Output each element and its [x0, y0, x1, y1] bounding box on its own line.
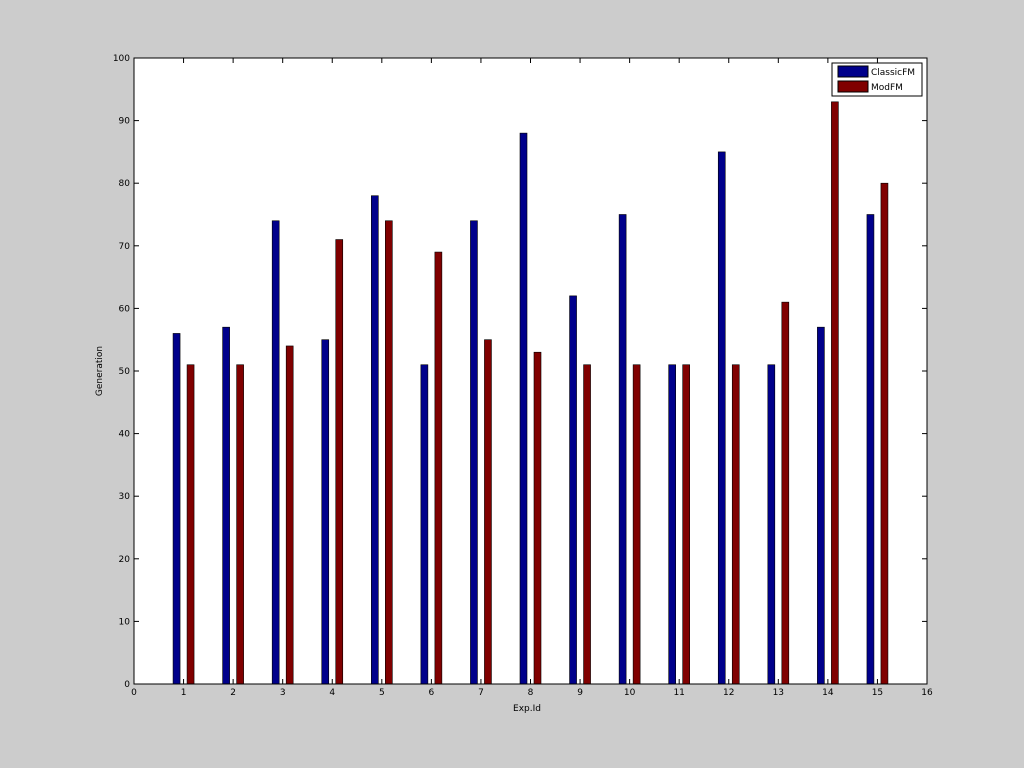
y-tick-label: 20	[119, 555, 131, 565]
bar-modfm-14	[831, 101, 839, 685]
y-tick-label: 60	[119, 304, 131, 314]
bar-classicfm-9	[569, 295, 577, 685]
bar-modfm-13	[781, 301, 790, 685]
y-axis-label: Generation	[95, 346, 105, 396]
y-tick-label: 10	[119, 617, 131, 627]
x-tick-label: 7	[478, 688, 484, 698]
bar-modfm-4	[335, 239, 344, 685]
bar-classicfm-12	[717, 151, 726, 685]
bar-classicfm-7	[470, 220, 478, 685]
y-tick-label: 40	[119, 430, 131, 440]
x-tick-labels: 0 1 2 3 4 5 6 7 8 9 10 11 12 13 14 15 16	[131, 688, 933, 698]
legend-label-modfm: ModFM	[871, 83, 903, 93]
bar-classicfm-15	[866, 214, 875, 685]
y-tick-labels: 0 10 20 30 40 50 60 70 80 90 100	[113, 54, 130, 690]
bar-classicfm-10	[618, 214, 627, 685]
plot-frame	[133, 57, 928, 685]
bar-modfm-2	[236, 364, 244, 685]
x-tick-label: 11	[673, 688, 684, 698]
x-tick-label: 3	[280, 688, 286, 698]
x-axis-label: Exp.Id	[513, 704, 541, 714]
y-tick-label: 70	[119, 242, 131, 252]
x-tick-label: 1	[181, 688, 187, 698]
bar-classicfm-11	[668, 364, 676, 685]
legend-swatch-modfm	[837, 80, 869, 93]
y-tick-label: 0	[124, 680, 130, 690]
y-tick-label: 80	[119, 179, 131, 189]
x-tick-label: 0	[131, 688, 137, 698]
y-tick-label: 30	[119, 492, 131, 502]
bar-classicfm-1	[172, 333, 181, 685]
x-tick-label: 4	[329, 688, 335, 698]
bar-modfm-10	[632, 364, 641, 685]
bar-classicfm-2	[222, 326, 230, 685]
x-tick-label: 8	[528, 688, 534, 698]
x-tick-label: 9	[577, 688, 583, 698]
bar-modfm-5	[385, 220, 393, 685]
x-tick-label: 5	[379, 688, 385, 698]
bar-modfm-7	[484, 339, 492, 685]
x-tick-label: 13	[773, 688, 784, 698]
x-tick-label: 15	[872, 688, 883, 698]
bar-classicfm-13	[767, 364, 776, 685]
bars	[172, 101, 889, 685]
bar-classicfm-14	[817, 326, 825, 685]
legend-label-classicfm: ClassicFM	[871, 68, 915, 78]
bar-modfm-3	[285, 345, 294, 685]
bar-classicfm-6	[420, 364, 429, 685]
y-tick-label: 50	[119, 367, 131, 377]
legend-swatch-classicfm	[837, 65, 869, 78]
bar-modfm-6	[434, 251, 443, 685]
bar-modfm-15	[880, 182, 889, 685]
bar-classicfm-3	[271, 220, 280, 685]
plot-area	[134, 58, 927, 684]
x-tick-label: 14	[822, 688, 834, 698]
x-tick-label: 10	[624, 688, 636, 698]
y-tick-label: 100	[113, 54, 130, 64]
bar-modfm-12	[731, 364, 740, 685]
bar-classicfm-4	[321, 339, 330, 685]
legend: ClassicFM ModFM	[831, 62, 923, 97]
bar-classicfm-8	[519, 132, 528, 685]
bar-modfm-9	[583, 364, 591, 685]
x-tick-label: 6	[429, 688, 435, 698]
bar-modfm-11	[682, 364, 690, 685]
x-tick-label: 12	[723, 688, 734, 698]
x-tick-label: 2	[230, 688, 236, 698]
bar-modfm-1	[186, 364, 195, 685]
x-tick-label: 16	[921, 688, 933, 698]
bar-classicfm-5	[371, 195, 379, 685]
bar-modfm-8	[533, 351, 542, 685]
y-tick-label: 90	[119, 117, 131, 127]
